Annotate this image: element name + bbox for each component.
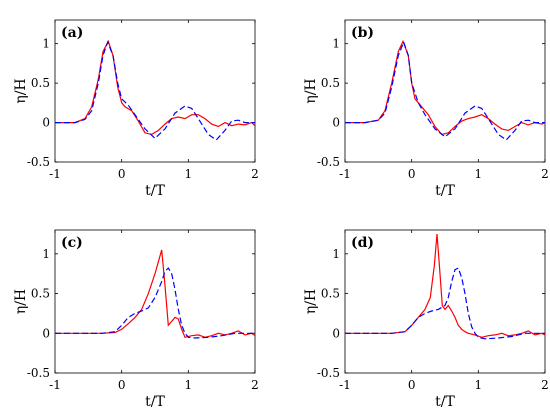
series-line-dashed [345,267,545,340]
x-tick-label: 1 [475,167,483,181]
y-tick-label: 1 [332,37,340,51]
x-tick-label: 0 [118,167,126,181]
series-line-solid [345,39,545,136]
y-tick-label: 0.5 [321,287,340,301]
y-tick-label: -0.5 [27,155,50,169]
x-tick-label: 1 [185,167,193,181]
panel-1: -1 0 1 2 -0.5 0 0.5 1 t/T η/H (a) [13,19,259,199]
y-axis-label: η/H [303,289,319,314]
x-tick-label: -1 [49,378,61,392]
y-tick-label: -0.5 [27,366,50,380]
x-tick-label: 0 [408,378,416,392]
panel-label: (b) [351,25,374,41]
x-tick-label: -1 [339,167,351,181]
series-line-dashed [345,40,545,141]
x-axis-label: t/T [145,394,165,410]
panel-4: -1 0 1 2 -0.5 0 0.5 1 t/T η/H (d) [303,229,549,410]
y-tick-label: 0.5 [31,76,50,90]
x-axis-label: t/T [435,183,455,199]
series-line-solid [55,39,255,136]
y-tick-label: 0 [42,116,50,130]
y-tick-label: 0.5 [321,76,340,90]
y-axis-label: η/H [13,78,29,103]
y-tick-label: 1 [42,247,50,261]
series-line-dashed [55,40,255,141]
series-line-solid [345,233,545,338]
x-axis-label: t/T [435,394,455,410]
plot-frame [54,229,256,374]
x-tick-label: 2 [251,167,259,181]
y-tick-label: -0.5 [317,155,340,169]
plot-frame [344,229,546,374]
x-tick-label: -1 [49,167,61,181]
x-tick-label: -1 [339,378,351,392]
y-tick-label: -0.5 [317,366,340,380]
y-axis-label: η/H [13,289,29,314]
y-tick-label: 0 [332,326,340,340]
plot-frame [344,19,546,163]
y-axis-label: η/H [303,78,319,103]
series-line-dashed [55,267,255,339]
plot-frame [54,19,256,163]
x-tick-label: 2 [541,378,549,392]
y-tick-label: 0.5 [31,287,50,301]
panel-label: (c) [61,235,83,251]
x-tick-label: 2 [251,378,259,392]
y-tick-label: 1 [42,37,50,51]
x-axis-label: t/T [145,183,165,199]
x-tick-label: 2 [541,167,549,181]
y-tick-label: 1 [332,247,340,261]
series-line-solid [55,249,255,339]
panel-2: -1 0 1 2 -0.5 0 0.5 1 t/T η/H (b) [303,19,549,199]
panel-label: (a) [61,25,83,41]
y-tick-label: 0 [332,116,340,130]
x-tick-label: 1 [475,378,483,392]
x-tick-label: 0 [408,167,416,181]
x-tick-label: 1 [185,378,193,392]
panel-3: -1 0 1 2 -0.5 0 0.5 1 t/T η/H (c) [13,229,259,410]
panel-label: (d) [351,235,374,251]
y-tick-label: 0 [42,326,50,340]
x-tick-label: 0 [118,378,126,392]
